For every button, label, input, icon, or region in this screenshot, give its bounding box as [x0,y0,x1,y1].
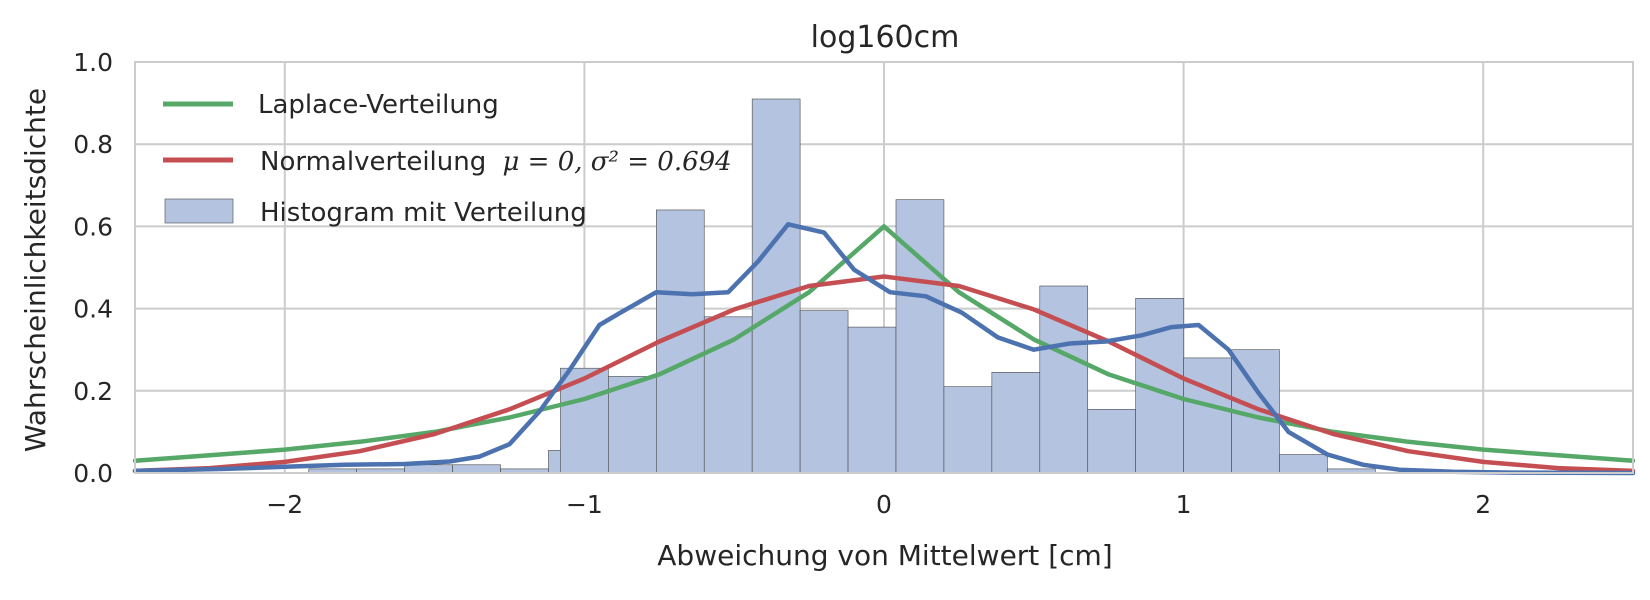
x-tick-label-4: 2 [1475,490,1491,519]
histogram-bar-15 [991,372,1041,474]
legend-label-laplace: Laplace-Verteilung [258,90,499,120]
histogram-bar-12 [847,326,897,474]
histogram-bar-11 [799,310,849,474]
series-line-kde [132,222,1636,476]
legend-label-histogram: Histogram mit Verteilung [260,198,587,228]
histogram-bar-2 [404,464,453,474]
histogram-bar-17 [1087,408,1136,474]
histogram-bar-3 [452,464,501,474]
y-tick-label-2: 0.4 [73,295,113,324]
legend-label-normal-params: μ = 0, σ² = 0.694 [503,147,732,177]
y-tick-label-1: 0.2 [73,377,113,406]
y-axis-label: Wahrscheinlichkeitsdichte [19,88,52,452]
x-tick-label-2: 0 [876,490,892,519]
y-tick-label-0: 0.0 [73,459,113,488]
y-tick-label-3: 0.6 [73,212,113,241]
distribution-lines [132,222,1636,476]
legend: Laplace-Verteilung Normalverteilung μ = … [163,90,732,228]
histogram-bar-19 [1183,357,1232,474]
legend-label-normal-name: Normalverteilung [260,147,486,177]
x-axis-label: Abweichung von Mittelwert [cm] [657,539,1112,572]
x-tick-label-3: 1 [1176,490,1192,519]
series-line-normalverteilung [132,274,1636,474]
y-tick-label-4: 0.8 [73,130,113,159]
histogram-bar-14 [943,386,993,474]
histogram-bar-10 [751,98,801,474]
histogram-bar-21 [1279,454,1328,474]
x-tick-label-1: −1 [566,490,603,519]
tick-labels: −2 −1 0 1 2 0.0 0.2 0.4 0.6 0.8 1.0 [73,48,1491,519]
legend-swatch-histogram [164,198,234,224]
y-tick-label-5: 1.0 [73,48,113,77]
x-tick-label-0: −2 [266,490,303,519]
histogram-bar-7 [608,376,657,474]
chart-title: log160cm [811,20,960,55]
plot-frame [134,61,1634,474]
histogram-bar-6 [560,367,609,474]
series-line-laplace-verteilung [132,224,1636,463]
legend-label-normal: Normalverteilung μ = 0, σ² = 0.694 [260,147,732,177]
